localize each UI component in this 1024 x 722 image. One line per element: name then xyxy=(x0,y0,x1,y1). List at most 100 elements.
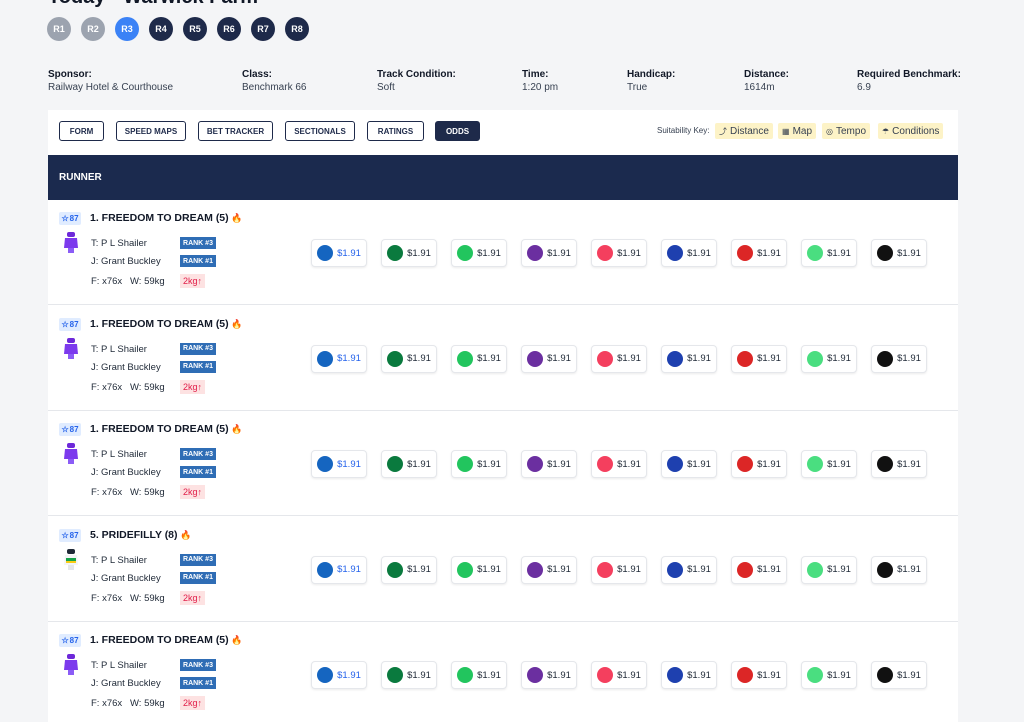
odds-value: $1.91 xyxy=(827,353,851,364)
bookmaker-logo xyxy=(807,350,824,367)
weight-change: 2kg ↑ xyxy=(180,590,206,605)
odds-button[interactable]: $1.91 xyxy=(731,239,787,267)
odds-button[interactable]: $1.91 xyxy=(451,555,507,584)
odds-button[interactable]: $1.91 xyxy=(381,450,437,478)
rating-badge: ☆ 87 xyxy=(59,528,81,542)
info-label: Handicap: xyxy=(627,69,676,80)
info-label: Class: xyxy=(242,69,273,80)
weight-change-text: 2kg xyxy=(183,592,198,603)
runner-row: ☆ 87 1. FREEDOM TO DREAM (5) 🔥 T: P L Shail… xyxy=(48,622,958,722)
bookmaker-logo xyxy=(807,245,824,261)
up-arrow: ↑ xyxy=(197,592,203,603)
weight-change-text: 2kg xyxy=(183,487,198,497)
chip-label: Tempo xyxy=(835,125,866,137)
odds-button[interactable]: $1.91 xyxy=(871,239,927,267)
tab-button[interactable]: BET TRACKER xyxy=(198,121,273,141)
odds-button[interactable]: $1.91 xyxy=(871,555,927,584)
odds-button[interactable]: $1.91 xyxy=(521,344,577,373)
tab-button[interactable]: FORM xyxy=(59,121,104,141)
odds-button[interactable]: $1.91 xyxy=(381,661,437,689)
info-value: 6.9 xyxy=(857,82,871,93)
odds-button[interactable]: $1.91 xyxy=(311,555,367,584)
odds-button[interactable]: $1.91 xyxy=(521,661,577,689)
race-pill[interactable]: R6 xyxy=(217,17,241,41)
odds-button[interactable]: $1.91 xyxy=(591,450,647,478)
bookmaker-logo xyxy=(317,456,334,472)
odds-button[interactable]: $1.91 xyxy=(731,555,787,584)
odds-value: $1.91 xyxy=(687,669,711,681)
weight-change-text: 2kg xyxy=(183,381,198,392)
form: F: x76x xyxy=(91,487,123,498)
odds-button[interactable]: $1.91 xyxy=(661,661,717,689)
odds-value: $1.91 xyxy=(687,247,711,259)
odds-button[interactable]: $1.91 xyxy=(591,344,647,373)
bookmaker-logo xyxy=(387,456,404,472)
odds-button[interactable]: $1.91 xyxy=(381,239,437,267)
jockey-silks xyxy=(63,232,79,254)
odds-button[interactable]: $1.91 xyxy=(381,555,437,584)
odds-button[interactable]: $1.91 xyxy=(451,450,507,478)
odds-value: $1.91 xyxy=(897,247,921,259)
jockey-silks xyxy=(63,443,79,465)
odds-value: $1.91 xyxy=(687,458,711,470)
odds-button[interactable]: $1.91 xyxy=(801,661,857,689)
trainer: T: P L Shailer xyxy=(91,660,147,671)
odds-button[interactable]: $1.91 xyxy=(311,239,367,267)
odds-button[interactable]: $1.91 xyxy=(801,239,857,267)
odds-button[interactable]: $1.91 xyxy=(451,239,507,267)
odds-button[interactable]: $1.91 xyxy=(451,344,507,373)
odds-value: $1.91 xyxy=(827,247,851,259)
race-pill[interactable]: R8 xyxy=(285,17,309,41)
odds-button[interactable]: $1.91 xyxy=(591,661,647,689)
info-label: Time: xyxy=(522,69,549,80)
race-pill[interactable]: R7 xyxy=(251,17,275,41)
jockey: J: Grant Buckley xyxy=(91,678,161,689)
odds-button[interactable]: $1.91 xyxy=(661,239,717,267)
odds-button[interactable]: $1.91 xyxy=(591,555,647,584)
tab-button[interactable]: SPEED MAPS xyxy=(116,121,186,141)
odds-button[interactable]: $1.91 xyxy=(731,661,787,689)
odds-button[interactable]: $1.91 xyxy=(381,344,437,373)
odds-button[interactable]: $1.91 xyxy=(661,344,717,373)
runner-row: ☆ 87 1. FREEDOM TO DREAM (5) 🔥 T: P L Shail… xyxy=(48,411,958,516)
tab-button[interactable]: RATINGS xyxy=(367,121,424,141)
race-pill[interactable]: R1 xyxy=(47,17,71,41)
odds-button[interactable]: $1.91 xyxy=(311,344,367,373)
tab-button[interactable]: ODDS xyxy=(435,121,480,141)
odds-button[interactable]: $1.91 xyxy=(801,450,857,478)
odds-button[interactable]: $1.91 xyxy=(521,239,577,267)
odds-button[interactable]: $1.91 xyxy=(871,661,927,689)
jockey: J: Grant Buckley xyxy=(91,256,161,267)
odds-button[interactable]: $1.91 xyxy=(451,661,507,689)
race-pill[interactable]: R3 xyxy=(115,17,139,41)
race-pill[interactable]: R2 xyxy=(81,17,105,41)
runner-name: 5. PRIDEFILLY (8) 🔥 xyxy=(90,529,191,541)
odds-button[interactable]: $1.91 xyxy=(311,450,367,478)
odds-button[interactable]: $1.91 xyxy=(801,555,857,584)
weight-change-text: 2kg xyxy=(183,698,198,708)
odds-button[interactable]: $1.91 xyxy=(521,450,577,478)
odds-button[interactable]: $1.91 xyxy=(731,344,787,373)
odds-button[interactable]: $1.91 xyxy=(801,344,857,373)
odds-button[interactable]: $1.91 xyxy=(591,239,647,267)
odds-value: $1.91 xyxy=(337,669,361,681)
odds-button[interactable]: $1.91 xyxy=(661,555,717,584)
race-pill[interactable]: R4 xyxy=(149,17,173,41)
bookmaker-logo xyxy=(737,667,754,683)
odds-value: $1.91 xyxy=(477,458,501,470)
odds-button[interactable]: $1.91 xyxy=(521,555,577,584)
chip-icon: ⤴ xyxy=(719,126,727,136)
suitability-label: Suitability Key: xyxy=(657,126,710,135)
odds-button[interactable]: $1.91 xyxy=(661,450,717,478)
odds-button[interactable]: $1.91 xyxy=(871,450,927,478)
bookmaker-logo xyxy=(527,456,544,472)
bookmaker-logo xyxy=(877,561,894,578)
rank-badge: RANK #3 xyxy=(180,342,216,355)
race-pill[interactable]: R5 xyxy=(183,17,207,41)
info-value: Soft xyxy=(377,82,395,93)
odds-button[interactable]: $1.91 xyxy=(311,661,367,689)
odds-button[interactable]: $1.91 xyxy=(731,450,787,478)
tab-button[interactable]: SECTIONALS xyxy=(285,121,355,141)
info-value: True xyxy=(627,82,648,93)
odds-button[interactable]: $1.91 xyxy=(871,344,927,373)
